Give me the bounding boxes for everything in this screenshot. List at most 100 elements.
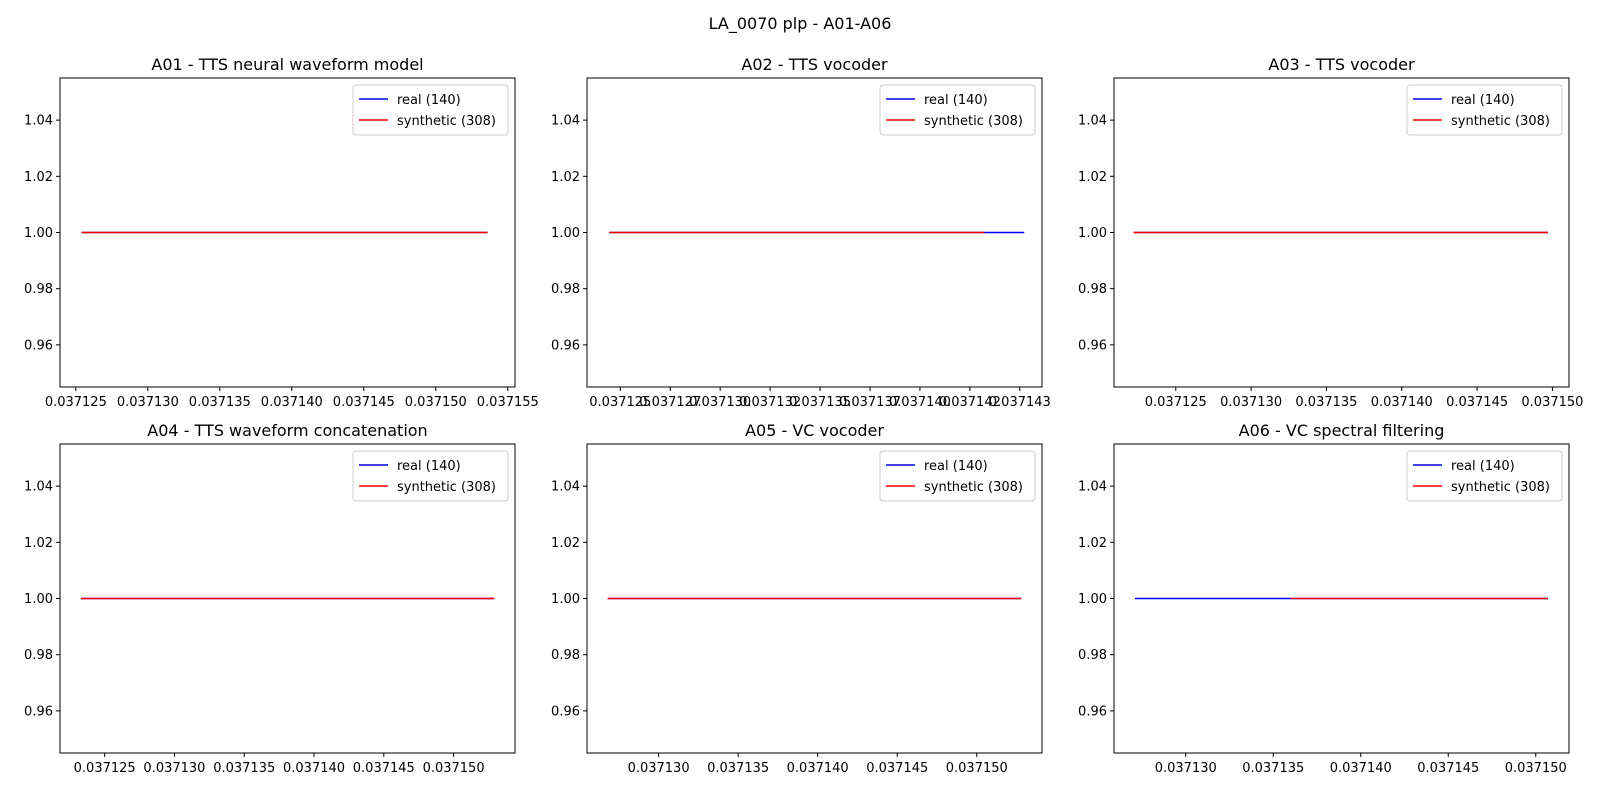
x-tick-label: 0.037125 bbox=[1145, 395, 1207, 410]
legend-label: real (140) bbox=[397, 93, 461, 108]
y-tick-label: 1.00 bbox=[24, 592, 53, 607]
x-tick-label: 0.037140 bbox=[787, 761, 849, 776]
subplot-title: A03 - TTS vocoder bbox=[1268, 55, 1415, 74]
y-tick-label: 1.04 bbox=[551, 480, 580, 495]
y-tick-label: 1.02 bbox=[1078, 170, 1107, 185]
x-tick-label: 0.037132 bbox=[739, 395, 801, 410]
x-tick-label: 0.037145 bbox=[353, 761, 415, 776]
y-tick-label: 0.98 bbox=[551, 648, 580, 663]
axes-frame bbox=[586, 77, 1043, 388]
x-tick-label: 0.037140 bbox=[889, 395, 951, 410]
y-tick-label: 0.96 bbox=[1078, 704, 1107, 719]
y-tick-label: 0.96 bbox=[1078, 338, 1107, 353]
x-tick-label: 0.037130 bbox=[143, 761, 205, 776]
legend-label: real (140) bbox=[924, 459, 988, 474]
legend-label: synthetic (308) bbox=[1451, 114, 1550, 129]
legend: real (140) synthetic (308) bbox=[879, 450, 1036, 502]
legend-box bbox=[879, 84, 1036, 136]
legend: real (140) synthetic (308) bbox=[352, 450, 509, 502]
y-tick-label: 0.98 bbox=[24, 648, 53, 663]
subplot-title: A01 - TTS neural waveform model bbox=[151, 55, 423, 74]
x-tick-label: 0.037130 bbox=[628, 761, 690, 776]
x-tick-label: 0.037130 bbox=[1220, 395, 1282, 410]
x-tick-label: 0.037150 bbox=[1521, 395, 1583, 410]
subplot-title: A04 - TTS waveform concatenation bbox=[147, 421, 427, 440]
legend-label: synthetic (308) bbox=[1451, 480, 1550, 495]
axes-frame bbox=[586, 443, 1043, 754]
subplot-4: A04 - TTS waveform concatenation 0.96 0.98… bbox=[24, 421, 516, 776]
subplot-title: A02 - TTS vocoder bbox=[741, 55, 888, 74]
subplot-3: A03 - TTS vocoder 0.96 0.98 1.00 1.02 1.04 0.0… bbox=[1078, 55, 1583, 410]
x-tick-label: 0.037137 bbox=[839, 395, 901, 410]
x-tick-label: 0.037140 bbox=[1371, 395, 1433, 410]
legend: real (140) synthetic (308) bbox=[352, 84, 509, 136]
y-tick-label: 1.02 bbox=[1078, 536, 1107, 551]
figure-title: LA_0070 plp - A01-A06 bbox=[709, 14, 892, 34]
x-tick-label: 0.037127 bbox=[639, 395, 701, 410]
subplot-6: A06 - VC spectral filtering 0.96 0.98 1.00 1… bbox=[1078, 421, 1570, 776]
y-tick-label: 0.96 bbox=[24, 338, 53, 353]
y-tick-label: 0.98 bbox=[551, 282, 580, 297]
x-tick-label: 0.037135 bbox=[707, 761, 769, 776]
x-tick-label: 0.037125 bbox=[74, 761, 136, 776]
y-tick-label: 0.96 bbox=[551, 338, 580, 353]
x-tick-label: 0.037140 bbox=[261, 395, 323, 410]
legend-label: synthetic (308) bbox=[924, 480, 1023, 495]
legend-box bbox=[1406, 450, 1563, 502]
y-tick-label: 0.96 bbox=[24, 704, 53, 719]
subplot-title: A05 - VC vocoder bbox=[745, 421, 884, 440]
axes-frame bbox=[59, 443, 516, 754]
y-tick-label: 0.98 bbox=[1078, 648, 1107, 663]
y-tick-label: 1.02 bbox=[551, 170, 580, 185]
y-tick-label: 0.98 bbox=[24, 282, 53, 297]
legend-label: real (140) bbox=[924, 93, 988, 108]
subplot-1: A01 - TTS neural waveform model 0.96 0.98 1… bbox=[24, 55, 539, 410]
axes-frame bbox=[1113, 77, 1570, 388]
y-tick-label: 1.00 bbox=[551, 226, 580, 241]
legend-label: synthetic (308) bbox=[924, 114, 1023, 129]
x-tick-label: 0.037135 bbox=[189, 395, 251, 410]
axes-frame bbox=[1113, 443, 1570, 754]
legend-label: synthetic (308) bbox=[397, 480, 496, 495]
x-tick-label: 0.037150 bbox=[946, 761, 1008, 776]
y-tick-label: 0.98 bbox=[1078, 282, 1107, 297]
y-tick-label: 1.04 bbox=[1078, 480, 1107, 495]
x-tick-label: 0.037135 bbox=[213, 761, 275, 776]
legend: real (140) synthetic (308) bbox=[879, 84, 1036, 136]
legend-box bbox=[352, 450, 509, 502]
panels: A01 - TTS neural waveform model 0.96 0.98 1… bbox=[24, 55, 1583, 776]
x-tick-label: 0.037125 bbox=[45, 395, 107, 410]
legend-box bbox=[1406, 84, 1563, 136]
x-tick-label: 0.037150 bbox=[405, 395, 467, 410]
y-tick-label: 1.02 bbox=[24, 536, 53, 551]
legend-box bbox=[879, 450, 1036, 502]
subplot-5: A05 - VC vocoder 0.96 0.98 1.00 1.02 1.04 0.03… bbox=[551, 421, 1043, 776]
legend: real (140) synthetic (308) bbox=[1406, 450, 1563, 502]
axes-frame bbox=[59, 77, 516, 388]
y-tick-label: 1.00 bbox=[1078, 592, 1107, 607]
y-tick-label: 1.04 bbox=[551, 114, 580, 129]
x-tick-label: 0.037145 bbox=[1417, 761, 1479, 776]
legend-label: synthetic (308) bbox=[397, 114, 496, 129]
x-tick-label: 0.037150 bbox=[1505, 761, 1567, 776]
y-tick-label: 1.04 bbox=[24, 480, 53, 495]
y-tick-label: 1.00 bbox=[551, 592, 580, 607]
y-tick-label: 1.00 bbox=[24, 226, 53, 241]
x-tick-label: 0.037145 bbox=[866, 761, 928, 776]
x-tick-label: 0.037140 bbox=[1330, 761, 1392, 776]
subplot-title: A06 - VC spectral filtering bbox=[1239, 421, 1445, 440]
x-tick-label: 0.037135 bbox=[1295, 395, 1357, 410]
x-tick-label: 0.037145 bbox=[333, 395, 395, 410]
subplot-2: A02 - TTS vocoder 0.96 0.98 1.00 1.02 1.04 0.0… bbox=[551, 55, 1051, 410]
x-tick-label: 0.037125 bbox=[589, 395, 651, 410]
x-tick-label: 0.037142 bbox=[939, 395, 1001, 410]
x-tick-label: 0.037130 bbox=[689, 395, 751, 410]
y-tick-label: 1.02 bbox=[551, 536, 580, 551]
x-tick-label: 0.037135 bbox=[789, 395, 851, 410]
legend-box bbox=[352, 84, 509, 136]
y-tick-label: 1.04 bbox=[24, 114, 53, 129]
legend-label: real (140) bbox=[397, 459, 461, 474]
y-tick-label: 1.00 bbox=[1078, 226, 1107, 241]
y-tick-label: 0.96 bbox=[551, 704, 580, 719]
x-tick-label: 0.037143 bbox=[989, 395, 1051, 410]
